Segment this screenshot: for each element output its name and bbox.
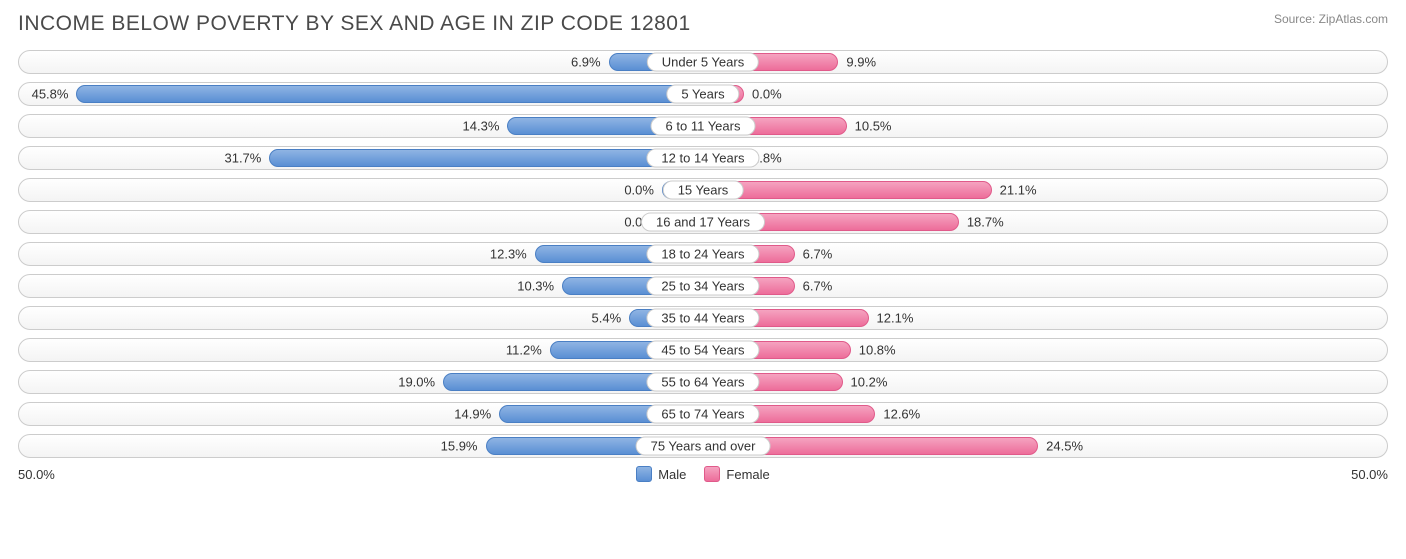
- female-value-label: 12.1%: [877, 311, 914, 326]
- female-value-label: 6.7%: [803, 279, 833, 294]
- female-value-label: 10.5%: [855, 119, 892, 134]
- chart-header: INCOME BELOW POVERTY BY SEX AND AGE IN Z…: [18, 12, 1388, 36]
- category-label: 12 to 14 Years: [646, 149, 759, 168]
- category-label: 5 Years: [666, 85, 739, 104]
- male-value-label: 11.2%: [506, 343, 542, 358]
- axis-right-label: 50.0%: [1351, 467, 1388, 482]
- male-value-label: 10.3%: [517, 279, 554, 294]
- male-value-label: 31.7%: [224, 151, 261, 166]
- male-value-label: 15.9%: [441, 439, 478, 454]
- male-bar: [269, 149, 703, 167]
- chart-source: Source: ZipAtlas.com: [1274, 12, 1388, 26]
- male-value-label: 6.9%: [571, 55, 601, 70]
- female-value-label: 18.7%: [967, 215, 1004, 230]
- male-value-label: 14.9%: [454, 407, 491, 422]
- category-label: 18 to 24 Years: [646, 245, 759, 264]
- legend-swatch-male: [636, 466, 652, 482]
- chart-row: 0.0%18.7%16 and 17 Years: [18, 210, 1388, 234]
- chart-row: 12.3% 6.7% 18 to 24 Years: [18, 242, 1388, 266]
- chart-row: 14.9% 12.6% 65 to 74 Years: [18, 402, 1388, 426]
- chart-row: 11.2% 10.8% 45 to 54 Years: [18, 338, 1388, 362]
- chart-row: 5.4% 12.1% 35 to 44 Years: [18, 306, 1388, 330]
- legend-item-female: Female: [704, 466, 769, 482]
- chart-row: 0.0% 21.1% 15 Years: [18, 178, 1388, 202]
- female-value-label: 21.1%: [1000, 183, 1037, 198]
- chart-row: 19.0% 10.2% 55 to 64 Years: [18, 370, 1388, 394]
- female-bar: [703, 181, 992, 199]
- category-label: 6 to 11 Years: [651, 117, 756, 136]
- chart-row: 45.8% 0.0% 5 Years: [18, 82, 1388, 106]
- chart-row: 6.9% 9.9% Under 5 Years: [18, 50, 1388, 74]
- category-label: 75 Years and over: [636, 437, 771, 456]
- male-bar: [76, 85, 703, 103]
- male-value-label: 0.0%: [624, 183, 654, 198]
- female-value-label: 10.8%: [859, 343, 896, 358]
- diverging-bar-chart: 6.9% 9.9% Under 5 Years 45.8% 0.0% 5 Years 14.…: [18, 50, 1388, 458]
- category-label: 55 to 64 Years: [646, 373, 759, 392]
- chart-row: 15.9% 24.5% 75 Years and over: [18, 434, 1388, 458]
- category-label: Under 5 Years: [647, 53, 759, 72]
- male-value-label: 45.8%: [32, 87, 69, 102]
- chart-row: 14.3% 10.5% 6 to 11 Years: [18, 114, 1388, 138]
- category-label: 16 and 17 Years: [641, 213, 765, 232]
- chart-title: INCOME BELOW POVERTY BY SEX AND AGE IN Z…: [18, 12, 691, 36]
- male-value-label: 19.0%: [398, 375, 435, 390]
- chart-row: 31.7%2.8%12 to 14 Years: [18, 146, 1388, 170]
- legend: Male Female: [636, 466, 770, 482]
- female-value-label: 9.9%: [846, 55, 876, 70]
- category-label: 65 to 74 Years: [646, 405, 759, 424]
- category-label: 35 to 44 Years: [646, 309, 759, 328]
- female-value-label: 12.6%: [883, 407, 920, 422]
- legend-label-male: Male: [658, 467, 686, 482]
- category-label: 15 Years: [663, 181, 744, 200]
- male-value-label: 5.4%: [592, 311, 622, 326]
- chart-row: 10.3% 6.7% 25 to 34 Years: [18, 274, 1388, 298]
- legend-label-female: Female: [726, 467, 769, 482]
- female-value-label: 10.2%: [851, 375, 888, 390]
- female-value-label: 24.5%: [1046, 439, 1083, 454]
- male-value-label: 14.3%: [463, 119, 500, 134]
- chart-footer: 50.0% Male Female 50.0%: [18, 466, 1388, 482]
- axis-left-label: 50.0%: [18, 467, 55, 482]
- legend-item-male: Male: [636, 466, 686, 482]
- category-label: 45 to 54 Years: [646, 341, 759, 360]
- female-value-label: 6.7%: [803, 247, 833, 262]
- male-value-label: 12.3%: [490, 247, 527, 262]
- female-value-label: 0.0%: [752, 87, 782, 102]
- category-label: 25 to 34 Years: [646, 277, 759, 296]
- legend-swatch-female: [704, 466, 720, 482]
